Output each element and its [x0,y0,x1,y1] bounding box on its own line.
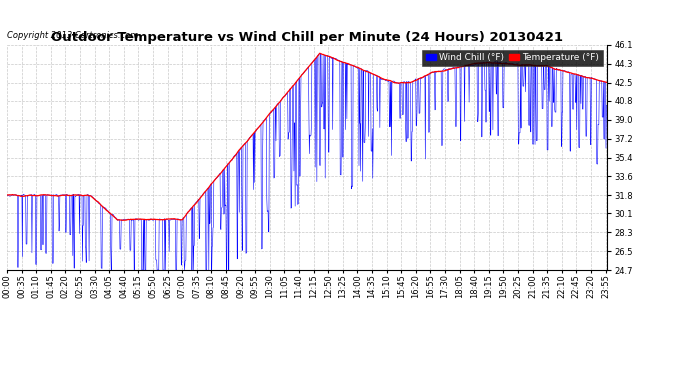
Title: Outdoor Temperature vs Wind Chill per Minute (24 Hours) 20130421: Outdoor Temperature vs Wind Chill per Mi… [51,31,563,44]
Legend: Wind Chill (°F), Temperature (°F): Wind Chill (°F), Temperature (°F) [422,50,602,66]
Text: Copyright 2013 Cartronics.com: Copyright 2013 Cartronics.com [7,32,138,40]
